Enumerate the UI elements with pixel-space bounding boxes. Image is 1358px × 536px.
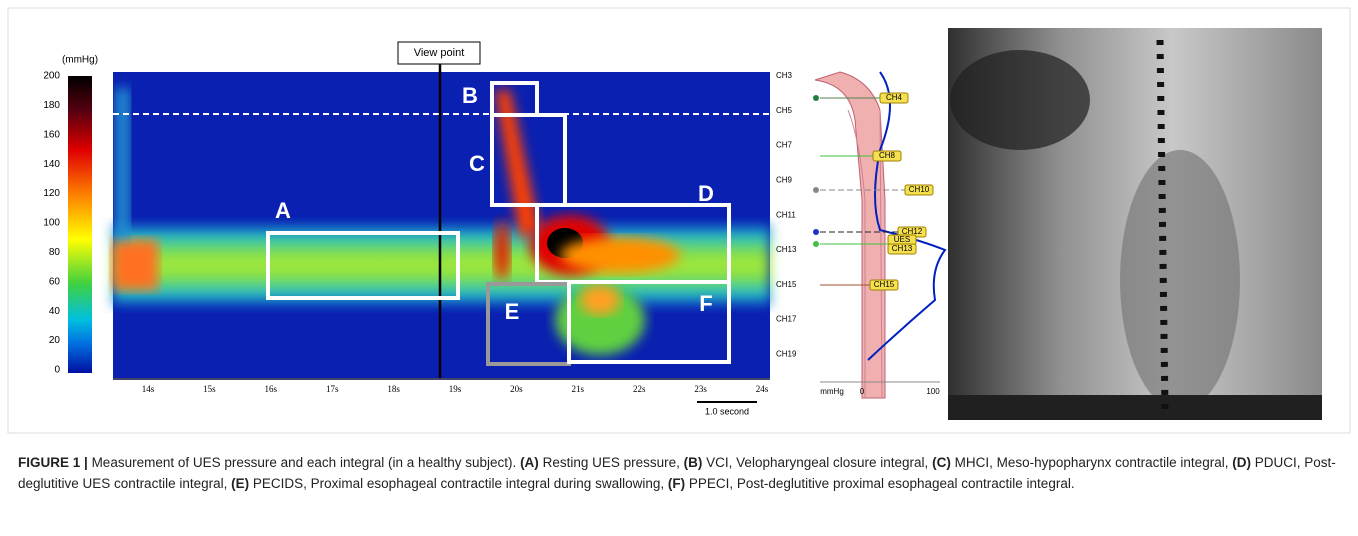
channel-label: CH19 bbox=[776, 350, 797, 359]
time-tick-label: 23s bbox=[694, 384, 707, 394]
region-label: B bbox=[462, 83, 478, 108]
colorbar-tick-label: 180 bbox=[43, 100, 60, 111]
caption-item-key: (F) bbox=[667, 476, 686, 491]
x-ray-image bbox=[948, 28, 1322, 420]
heatmap bbox=[113, 62, 770, 380]
channel-tag bbox=[869, 279, 899, 291]
caption-item-text: PDUCI, Post-deglutitive UES contractile … bbox=[18, 455, 1336, 491]
time-tick-label: 17s bbox=[326, 384, 339, 394]
caption-item-key: (D) bbox=[1232, 455, 1251, 470]
channel-label: CH17 bbox=[776, 315, 797, 324]
time-tick-label: 21s bbox=[572, 384, 585, 394]
time-tick-label: 19s bbox=[449, 384, 462, 394]
channel-label: CH3 bbox=[776, 71, 793, 80]
channel-label: CH15 bbox=[776, 280, 797, 289]
caption-item-key: (E) bbox=[231, 476, 250, 491]
channel-tag-label: CH8 bbox=[879, 151, 896, 160]
time-tick-label: 18s bbox=[387, 384, 400, 394]
caption-label: FIGURE 1 | bbox=[18, 455, 88, 470]
view-point-box bbox=[397, 41, 481, 65]
colorbar-tick-label: 140 bbox=[43, 159, 60, 170]
caption-item-text: MHCI, Meso-hypopharynx contractile integ… bbox=[954, 455, 1229, 470]
time-tick-label: 14s bbox=[142, 384, 155, 394]
colorbar-tick-label: 40 bbox=[49, 306, 61, 317]
time-tick-label: 24s bbox=[756, 384, 769, 394]
region-label: F bbox=[699, 291, 712, 316]
region-label: E bbox=[505, 299, 520, 324]
colorbar-tick-label: 100 bbox=[43, 218, 60, 229]
diagram-axis-label: 0 bbox=[860, 387, 865, 396]
caption-item-text: PPECI, Post-deglutitive proximal esophag… bbox=[688, 476, 1075, 491]
colorbar-tick-label: 160 bbox=[43, 129, 60, 140]
caption-text: Measurement of UES pressure and each int… bbox=[91, 455, 517, 470]
caption-item-key: (C) bbox=[932, 455, 951, 470]
scale-bar-label: 1.0 second bbox=[705, 406, 749, 416]
channel-tag bbox=[879, 92, 909, 104]
channel-tag-label: CH10 bbox=[909, 185, 930, 194]
channel-tag-label: CH15 bbox=[874, 280, 895, 289]
caption-item-key: (A) bbox=[520, 455, 539, 470]
region-label: A bbox=[275, 198, 291, 223]
figure-frame bbox=[7, 7, 1351, 434]
channel-tag-label: UES bbox=[894, 235, 910, 244]
region-box bbox=[567, 280, 731, 364]
time-tick-label: 22s bbox=[633, 384, 646, 394]
colorbar-tick-label: 200 bbox=[43, 71, 60, 82]
diagram-axis-label: mmHg bbox=[820, 387, 844, 396]
colorbar bbox=[68, 76, 92, 373]
colorbar-tick-label: 80 bbox=[49, 247, 61, 258]
channel-tag bbox=[904, 184, 934, 196]
caption-item-text: VCI, Velopharyngeal closure integral, bbox=[706, 455, 929, 470]
time-tick-label: 20s bbox=[510, 384, 523, 394]
caption: FIGURE 1 | Measurement of UES pressure a… bbox=[18, 452, 1338, 494]
channel-label: CH13 bbox=[776, 245, 797, 254]
channel-label: CH9 bbox=[776, 176, 793, 185]
diagram-axis-label: 100 bbox=[926, 387, 940, 396]
region-box bbox=[266, 231, 460, 300]
caption-item-text: PECIDS, Proximal esophageal contractile … bbox=[252, 476, 665, 491]
time-tick-label: 15s bbox=[203, 384, 216, 394]
colorbar-tick-label: 0 bbox=[54, 365, 60, 376]
region-label: D bbox=[698, 181, 714, 206]
region-box bbox=[490, 113, 567, 207]
colorbar-tick-label: 20 bbox=[49, 335, 61, 346]
colorbar-tick-label: 120 bbox=[43, 188, 60, 199]
region-label: C bbox=[469, 151, 485, 176]
caption-item-key: (B) bbox=[683, 455, 703, 470]
channel-label: CH5 bbox=[776, 106, 793, 115]
channel-tag-label: CH13 bbox=[892, 244, 913, 253]
channel-tag bbox=[872, 150, 902, 162]
anatomy-diagram bbox=[808, 71, 947, 400]
view-point-label: View point bbox=[414, 47, 465, 59]
time-tick-label: 16s bbox=[265, 384, 278, 394]
colorbar-unit: (mmHg) bbox=[62, 55, 98, 66]
caption-item-text: Resting UES pressure, bbox=[542, 455, 680, 470]
channel-tag bbox=[887, 243, 917, 255]
channel-label: CH11 bbox=[776, 210, 796, 219]
colorbar-tick-label: 60 bbox=[49, 276, 61, 287]
channel-label: CH7 bbox=[776, 141, 793, 150]
channel-tag-label: CH4 bbox=[886, 93, 903, 102]
channel-tag-label: CH12 bbox=[902, 227, 923, 236]
